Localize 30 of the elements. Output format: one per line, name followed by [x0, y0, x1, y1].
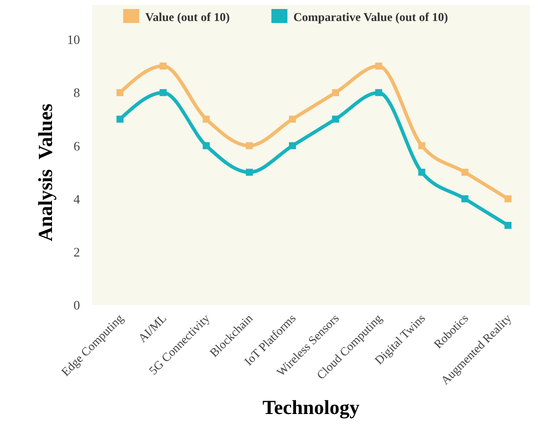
point [160, 89, 167, 96]
point [116, 116, 124, 123]
point [202, 142, 210, 150]
y-tick-label: 4 [74, 191, 80, 206]
point [288, 142, 296, 150]
y-axis-title: Analysis Values [35, 103, 57, 242]
point [461, 168, 468, 176]
point [332, 89, 340, 96]
point [246, 142, 253, 150]
point [375, 89, 382, 96]
point [461, 195, 468, 202]
point [288, 116, 296, 123]
y-tick-label: 2 [74, 244, 80, 260]
point [160, 62, 167, 70]
point [504, 222, 512, 229]
point [332, 116, 340, 123]
y-tick-label: 0 [74, 298, 80, 313]
y-tick-label: 8 [74, 85, 80, 100]
point [504, 195, 512, 202]
point [202, 116, 210, 123]
point [246, 168, 253, 176]
y-tick-label: 6 [74, 138, 80, 154]
y-tick-label: 10 [67, 32, 80, 48]
point [418, 142, 426, 150]
legend-label: Comparative Value (out of 10) [293, 10, 448, 24]
point [375, 62, 382, 70]
x-axis-title: Technology [262, 397, 360, 419]
point [418, 168, 426, 176]
legend-label: Value (out of 10) [145, 10, 230, 24]
point [116, 89, 124, 96]
